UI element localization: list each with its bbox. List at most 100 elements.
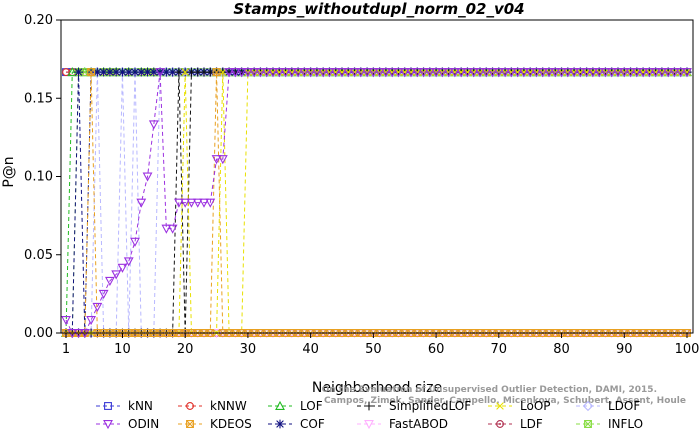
x-tick-label-80: 80 [553, 342, 570, 357]
point-odin-1 [61, 316, 71, 326]
legend-marker-kdeos [186, 420, 194, 428]
series-lof [61, 66, 692, 337]
point-odin-85 [587, 68, 598, 78]
point-kdeos-25 [212, 68, 221, 77]
legend-item-odin: ODIN [96, 417, 159, 431]
point-odin-57 [412, 68, 423, 78]
x-tick-label-1: 1 [62, 342, 70, 357]
axes: 1 10 20 30 40 50 60 70 80 90 100 0.00 0.05 0.10 0.15 0.… [24, 13, 699, 357]
point-odin-43 [324, 68, 335, 78]
point-odin-46 [343, 68, 354, 78]
legend-item-kdeos: KDEOS [178, 417, 252, 431]
point-odin-62 [443, 68, 454, 78]
point-odin-23 [199, 198, 209, 208]
point-odin-71 [500, 68, 511, 78]
point-odin-98 [669, 68, 680, 78]
point-cof-10 [118, 67, 127, 77]
point-odin-76 [531, 68, 542, 78]
point-cof-6 [92, 67, 102, 77]
legend-marker-lof [275, 400, 285, 410]
x-axis-label: Neighborhood size [312, 380, 442, 396]
plot-area [60, 66, 693, 339]
legend-label-fastabod: FastABOD [389, 417, 448, 431]
point-odin-99 [675, 68, 686, 78]
legend-item-loop: LoOP [488, 399, 551, 413]
point-odin-28 [230, 68, 241, 78]
point-odin-30 [242, 68, 253, 78]
point-odin-59 [424, 68, 435, 78]
legend: kNN kNNW LOF SimplifiedLOF LoOP LDOF ODIN KDEOS… [96, 399, 643, 431]
point-odin-55 [399, 68, 410, 78]
legend-label-loop: LoOP [520, 399, 551, 413]
point-odin-9 [111, 270, 122, 280]
point-odin-33 [261, 68, 272, 78]
legend-item-ldf: LDF [488, 417, 543, 431]
legend-marker-inflo [584, 420, 592, 428]
point-odin-49 [362, 68, 373, 78]
point-odin-27 [224, 68, 235, 78]
point-odin-82 [569, 68, 580, 78]
point-odin-48 [355, 68, 366, 78]
point-odin-40 [305, 68, 316, 78]
point-odin-100 [682, 68, 692, 78]
legend-marker-ldf [496, 420, 504, 428]
point-odin-87 [600, 68, 611, 78]
point-odin-86 [594, 68, 605, 78]
point-odin-68 [481, 68, 492, 78]
x-tick-label-50: 50 [365, 342, 382, 357]
point-odin-52 [380, 68, 391, 78]
point-odin-83 [575, 68, 586, 78]
point-odin-41 [311, 68, 322, 78]
point-odin-72 [506, 68, 517, 78]
legend-marker-knnw [186, 402, 194, 410]
point-cof-13 [136, 67, 146, 77]
point-cof-11 [124, 67, 134, 77]
point-odin-22 [192, 198, 203, 208]
point-cof-17 [161, 67, 171, 77]
legend-item-cof: COF [268, 417, 325, 431]
point-odin-6 [92, 302, 103, 313]
point-odin-81 [562, 68, 573, 78]
x-tick-label-70: 70 [491, 342, 508, 357]
point-odin-14 [142, 172, 153, 182]
point-odin-63 [449, 68, 460, 78]
point-cof-18 [168, 67, 178, 77]
point-simplifiedlof-19 [174, 67, 184, 77]
x-tick-label-20: 20 [177, 342, 194, 357]
point-odin-15 [148, 120, 159, 130]
point-odin-89 [613, 68, 623, 78]
legend-item-knn: kNN [96, 399, 153, 413]
point-cof-9 [111, 67, 121, 77]
point-odin-5 [86, 316, 97, 326]
point-odin-50 [368, 68, 379, 78]
point-odin-20 [180, 198, 191, 208]
point-odin-38 [293, 68, 304, 78]
point-cof-14 [143, 67, 152, 77]
point-odin-10 [117, 263, 128, 273]
point-odin-58 [418, 68, 429, 78]
legend-label-kdeos: KDEOS [210, 417, 252, 431]
point-odin-65 [462, 68, 473, 78]
point-odin-69 [487, 68, 498, 78]
chart-title: Stamps_withoutdupl_norm_02_v04 [233, 0, 524, 18]
point-odin-24 [205, 198, 216, 208]
legend-label-odin: ODIN [128, 417, 159, 431]
point-odin-53 [387, 68, 398, 78]
point-odin-92 [631, 68, 642, 78]
point-odin-96 [656, 68, 667, 78]
legend-marker-cof [275, 419, 285, 429]
point-cof-7 [99, 67, 109, 77]
point-odin-90 [619, 68, 630, 78]
point-loop-20 [181, 68, 189, 76]
x-tick-label-10: 10 [114, 342, 131, 357]
y-tick-label-4: 0.20 [24, 13, 53, 28]
legend-marker-ldf-dot [499, 423, 501, 425]
point-odin-44 [330, 68, 341, 78]
series-line-odin [65, 71, 687, 334]
point-odin-84 [581, 68, 592, 78]
x-tick-label-90: 90 [616, 342, 633, 357]
point-odin-32 [255, 68, 266, 78]
legend-item-fastabod: FastABOD [357, 417, 448, 431]
point-odin-61 [437, 68, 448, 78]
legend-label-cof: COF [300, 417, 325, 431]
